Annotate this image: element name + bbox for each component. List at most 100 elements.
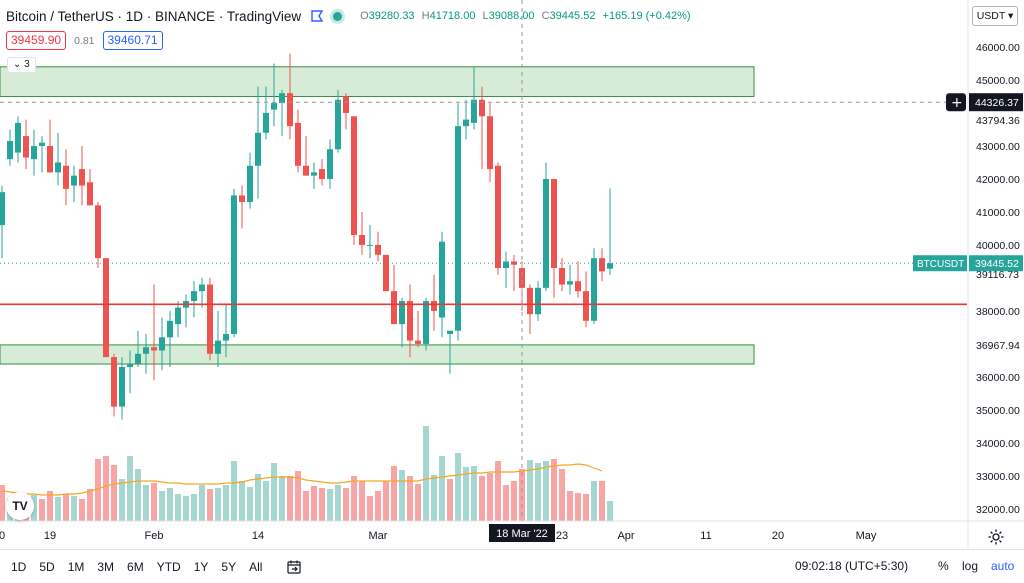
range-1m-button[interactable]: 1M (67, 559, 85, 574)
candle-body (231, 195, 237, 335)
candle-body (583, 291, 589, 321)
change-value: +165.19 (+0.42%) (602, 10, 691, 22)
logo-text: TV (12, 499, 28, 513)
volume-bar (311, 486, 317, 521)
candle-body (287, 93, 293, 127)
price-tick-label: 36967.94 (976, 340, 1020, 352)
candle-body (543, 178, 549, 288)
candle-body (407, 301, 413, 341)
candle-body (495, 165, 501, 269)
volume-ma-line (1, 463, 603, 496)
last-price-label: 39445.52 (975, 258, 1019, 270)
indicator-count: 3 (24, 59, 30, 70)
range-1y-button[interactable]: 1Y (193, 559, 209, 574)
calendar-goto-icon[interactable] (286, 559, 302, 575)
tradingview-logo[interactable]: TV (6, 492, 34, 520)
volume-bar (159, 491, 165, 521)
time-tick-label: Apr (617, 530, 634, 542)
indicators-collapse-button[interactable]: ⌄ 3 (7, 57, 36, 73)
range-6m-button[interactable]: 6M (127, 559, 144, 574)
open-value: 39280.33 (368, 10, 415, 22)
gear-icon[interactable] (987, 528, 1005, 546)
chart-canvas[interactable]: 46000.00 45000.00 43794.36 43000.00 42000.00… (0, 0, 1024, 549)
candle-body (511, 261, 517, 265)
volume-bar (151, 483, 157, 521)
currency-label: USDT (976, 10, 1006, 22)
time-axis[interactable]: 0 19 Feb 14 Mar 23 Apr 11 20 May 18 Mar '22 (0, 520, 1024, 542)
candle-body (447, 330, 453, 335)
low-value: 39088.00 (488, 10, 535, 22)
volume-bar (511, 481, 517, 521)
candle-body (143, 347, 149, 354)
volume-bar (255, 474, 261, 521)
volume-bar (559, 469, 565, 521)
plus-icon[interactable]: + (951, 95, 963, 111)
candle-body (247, 165, 253, 203)
candle-body (391, 291, 397, 325)
candle-body (423, 301, 429, 344)
percent-toggle[interactable]: % (938, 559, 949, 573)
range-all-button[interactable]: All (249, 559, 263, 574)
candle-body (223, 334, 229, 341)
candle-body (303, 165, 309, 176)
candle-body (15, 122, 21, 153)
bottom-toolbar: 1D 5D 1M 3M 6M YTD 1Y 5Y All 09:02:18 (U… (0, 549, 1024, 583)
volume-bar (95, 459, 101, 521)
time-tick-label: 23 (556, 530, 568, 542)
price-axis[interactable]: 46000.00 45000.00 43794.36 43000.00 42000.00… (913, 0, 1023, 549)
volume-bar (471, 466, 477, 521)
spread-value: 0.81 (74, 34, 95, 47)
candle-body (255, 132, 261, 166)
price-tick-label: 33000.00 (976, 471, 1020, 483)
volume-bar (239, 481, 245, 521)
volume-bar (327, 489, 333, 521)
volume-bar (575, 493, 581, 521)
volume-bar (591, 481, 597, 521)
time-tick-label: 11 (700, 530, 711, 542)
range-3m-button[interactable]: 3M (97, 559, 115, 574)
symbol-tag-label: BTCUSDT (917, 259, 964, 270)
flag-icon[interactable] (311, 10, 324, 22)
price-tick-label: 46000.00 (976, 42, 1020, 54)
candle-body (271, 103, 277, 110)
range-1d-button[interactable]: 1D (11, 559, 27, 574)
chevron-down-icon: ⌄ (13, 59, 22, 70)
volume-bar (0, 485, 5, 521)
buy-price-button[interactable]: 39460.71 (102, 31, 163, 50)
range-5y-button[interactable]: 5Y (221, 559, 237, 574)
candle-body (159, 337, 165, 351)
log-toggle[interactable]: log (962, 559, 979, 573)
support-zone[interactable] (0, 344, 755, 365)
volume-bar (31, 495, 37, 521)
candle-body (559, 268, 565, 285)
currency-select[interactable]: USDT ▾ (972, 6, 1018, 26)
volume-bar (351, 476, 357, 521)
add-alert-button[interactable] (946, 93, 966, 112)
sell-price-button[interactable]: 39459.90 (6, 31, 67, 50)
volume-bar (399, 470, 405, 521)
volume-bar (407, 476, 413, 521)
volume-bar (303, 491, 309, 521)
range-ytd-button[interactable]: YTD (156, 559, 181, 574)
candle-body (311, 172, 317, 176)
candle-body (103, 258, 109, 358)
zones[interactable] (0, 66, 755, 365)
volume-bar (191, 494, 197, 521)
volume-bar (263, 481, 269, 521)
symbol-title[interactable]: Bitcoin / TetherUS · 1D · BINANCE · Trad… (6, 8, 302, 24)
candle-body (591, 258, 597, 321)
symbol-price-tag (913, 255, 967, 272)
volume-bar (479, 476, 485, 521)
price-tick-label: 34000.00 (976, 438, 1020, 450)
candle-body (527, 287, 533, 315)
quote-row: 39459.90 0.81 39460.71 (6, 31, 163, 50)
resistance-zone[interactable] (0, 66, 755, 97)
candle-body (607, 263, 613, 269)
price-tick-label: 39116.73 (976, 269, 1019, 281)
auto-toggle[interactable]: auto (991, 559, 1015, 573)
volume-bar (79, 499, 85, 521)
clock-timezone[interactable]: 09:02:18 (UTC+5:30) (795, 559, 909, 573)
range-5d-button[interactable]: 5D (39, 559, 55, 574)
time-tick-label: May (856, 530, 877, 542)
candle-body (263, 112, 269, 133)
